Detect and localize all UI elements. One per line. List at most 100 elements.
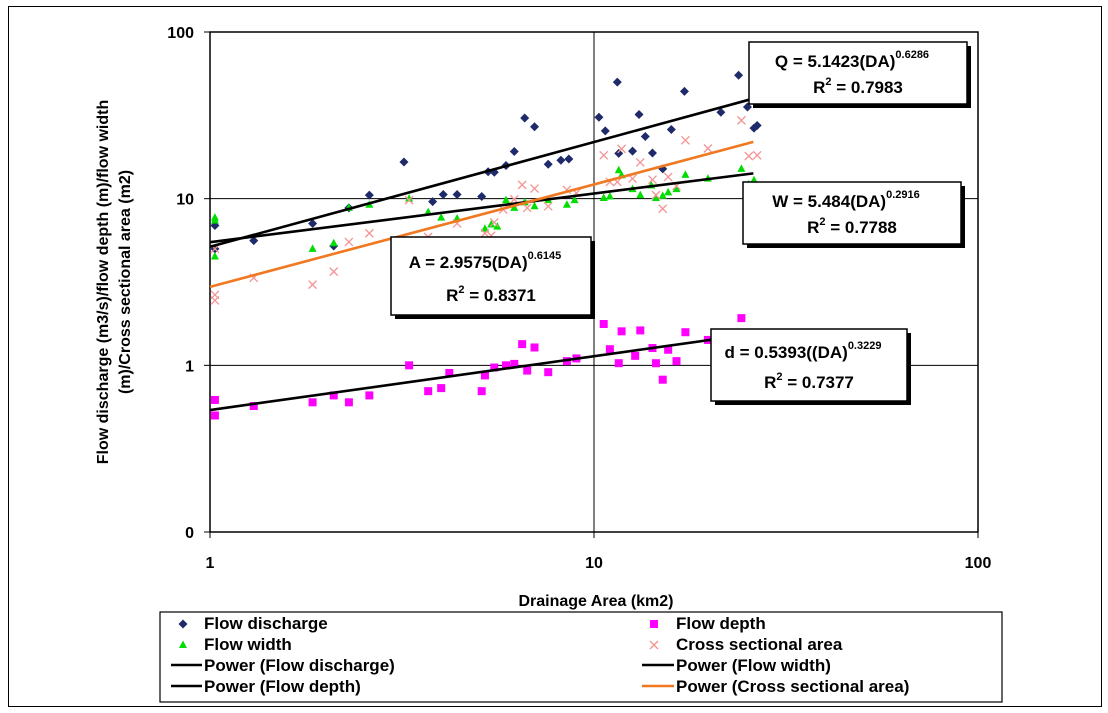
data-point	[329, 267, 339, 277]
data-point	[570, 195, 579, 204]
legend-swatch	[179, 640, 187, 648]
data-point	[640, 132, 650, 142]
data-point	[445, 368, 454, 377]
data-point	[658, 204, 668, 214]
data-point	[681, 170, 690, 178]
equation-text: d = 0.5393((DA)0.3229	[725, 340, 882, 362]
box-frame	[748, 41, 968, 105]
legend-swatch	[178, 619, 188, 629]
trendline-power-flow-width	[209, 172, 754, 244]
y-tick-label: 10	[176, 192, 194, 209]
data-point	[344, 237, 354, 247]
data-point	[489, 217, 499, 227]
data-point	[452, 189, 462, 199]
data-point	[631, 351, 640, 360]
data-point	[530, 343, 539, 352]
data-point	[594, 112, 604, 122]
data-point	[666, 125, 676, 135]
data-point	[628, 146, 638, 156]
legend-label: Power (Flow depth)	[204, 677, 361, 696]
legend-item: Cross sectional area	[649, 635, 843, 654]
data-point	[599, 150, 609, 160]
data-point	[518, 340, 527, 349]
data-point	[672, 184, 681, 193]
x-tick-label: 1	[206, 555, 215, 572]
data-point	[556, 155, 566, 165]
data-point	[517, 180, 527, 190]
legend-label: Power (Flow width)	[676, 656, 831, 675]
data-point	[716, 107, 726, 117]
legend-item: Flow discharge	[178, 614, 328, 633]
data-point	[651, 193, 660, 201]
data-point	[480, 228, 490, 238]
data-point	[605, 345, 614, 354]
series-flow-depth	[210, 314, 753, 420]
data-point	[737, 164, 746, 172]
x-axis-label: Drainage Area (km2)	[518, 593, 673, 610]
equation-text: Q = 5.1423(DA)0.6286	[775, 49, 929, 71]
data-point	[648, 175, 657, 185]
data-point	[530, 201, 539, 210]
y-axis-label-line-2: (m)/Cross sectional area (m2)	[117, 170, 134, 394]
data-point	[404, 195, 414, 205]
data-point	[737, 314, 746, 323]
data-point	[614, 148, 624, 158]
data-point	[663, 172, 673, 182]
data-point	[679, 86, 689, 96]
data-point	[599, 320, 608, 329]
legend: Flow discharge Flow depth Flow width Cross …	[159, 611, 1003, 703]
legend-label: Power (Cross sectional area)	[676, 677, 909, 696]
trendline-power-flow-discharge	[209, 97, 754, 249]
data-point	[658, 191, 667, 199]
data-point	[520, 113, 530, 123]
data-point	[523, 366, 532, 375]
data-point	[703, 144, 713, 153]
legend-item: Power (Flow depth)	[171, 677, 361, 696]
data-point	[502, 195, 511, 204]
data-point	[647, 148, 657, 158]
r-squared-text: R2 = 0.7983	[813, 76, 903, 97]
legend-label: Flow width	[204, 635, 292, 654]
equation-box-w: W = 5.484(DA)0.2916 R2 = 0.7788	[742, 181, 965, 248]
data-point	[617, 327, 626, 336]
equation-box-d: d = 0.5393((DA)0.3229 R2 = 0.7377	[710, 328, 911, 405]
data-point	[249, 402, 258, 411]
data-point	[636, 190, 645, 199]
r-squared-text: R2 = 0.7788	[807, 216, 897, 237]
box-frame	[742, 181, 962, 245]
data-point	[480, 371, 489, 380]
legend-item: Flow depth	[650, 614, 766, 633]
data-point	[736, 115, 746, 125]
annotation-layer: Q = 5.1423(DA)0.6286 R2 = 0.7983 W = 5.484…	[390, 41, 971, 405]
legend-item: Power (Flow width)	[642, 656, 831, 675]
data-point	[752, 120, 762, 130]
data-point	[635, 157, 645, 167]
data-point	[544, 368, 553, 377]
r-squared-text: R2 = 0.8371	[446, 284, 536, 305]
data-point	[437, 213, 446, 221]
data-point	[510, 203, 519, 211]
equation-text: W = 5.484(DA)0.2916	[772, 189, 920, 211]
data-point	[424, 387, 433, 396]
data-point	[543, 201, 553, 211]
data-point	[210, 395, 219, 404]
data-point	[249, 236, 259, 246]
data-point	[308, 244, 317, 252]
data-point	[651, 190, 661, 200]
trendline-power-flow-depth	[209, 332, 754, 412]
equation-text: A = 2.9575(DA)0.6145	[409, 250, 562, 272]
equation-box-a: A = 2.9575(DA)0.6145 R2 = 0.8371	[390, 236, 595, 319]
legend-item: Power (Cross sectional area)	[642, 677, 909, 696]
data-point	[680, 135, 690, 145]
x-tick-label: 10	[585, 555, 603, 572]
data-point	[210, 290, 220, 300]
data-point	[364, 190, 374, 200]
data-point	[405, 194, 414, 202]
y-tick-label: 0	[185, 525, 194, 542]
data-point	[405, 361, 414, 370]
data-point	[438, 189, 448, 199]
data-point	[308, 218, 318, 228]
data-point	[672, 357, 681, 366]
box-frame	[390, 236, 592, 316]
